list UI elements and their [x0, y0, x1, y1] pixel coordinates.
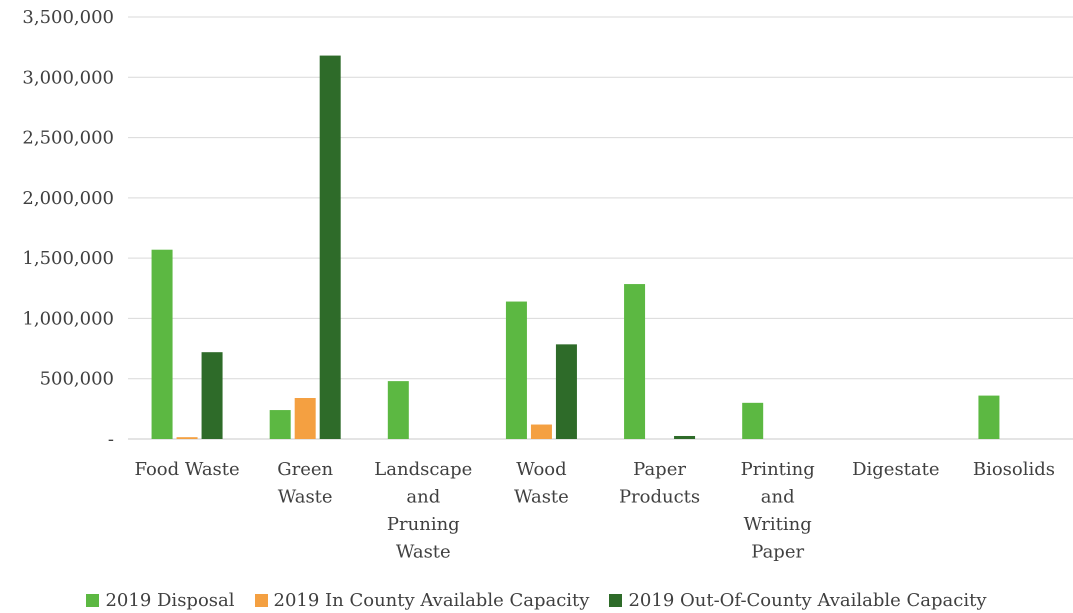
- legend-item: 2019 In County Available Capacity: [254, 589, 590, 611]
- x-tick-label: Landscape and Pruning Waste: [374, 459, 472, 563]
- y-tick-label: 1,500,000: [22, 248, 114, 269]
- legend-swatch: [609, 593, 623, 607]
- bar: [387, 381, 409, 439]
- y-axis: - 500,000 1,000,000 1,500,000 2,000,000 2,500…: [22, 7, 114, 450]
- legend-swatch: [254, 593, 268, 607]
- x-tick-label: Paper Products: [619, 459, 700, 508]
- bar: [530, 424, 552, 439]
- legend-label: 2019 Out-Of-County Available Capacity: [628, 589, 987, 611]
- bar: [151, 249, 173, 439]
- bars: [151, 55, 1000, 439]
- x-tick-label: Digestate: [852, 459, 939, 480]
- legend-label: 2019 Disposal: [105, 589, 235, 611]
- bar: [555, 344, 577, 439]
- bar: [978, 395, 1000, 439]
- y-tick-label: 500,000: [40, 369, 114, 390]
- x-axis: Food Waste Green Waste Landscape and Pruning W…: [134, 459, 1055, 563]
- legend: 2019 Disposal 2019 In County Available Ca…: [0, 588, 1073, 612]
- y-tick-label: 3,000,000: [22, 67, 114, 88]
- y-tick-label: 2,500,000: [22, 128, 114, 149]
- x-tick-label: Printing and Writing Paper: [741, 459, 815, 563]
- gridlines: [128, 16, 1073, 440]
- bar: [176, 437, 198, 439]
- legend-label: 2019 In County Available Capacity: [273, 589, 590, 611]
- bar: [294, 398, 316, 439]
- bar: [674, 435, 696, 439]
- x-tick-label: Green Waste: [277, 459, 333, 508]
- bar: [201, 352, 223, 439]
- bar: [742, 402, 764, 439]
- bar-chart: - 500,000 1,000,000 1,500,000 2,000,000 2,500…: [22, 7, 1073, 563]
- legend-item: 2019 Out-Of-County Available Capacity: [609, 589, 987, 611]
- x-tick-label: Wood Waste: [514, 459, 569, 508]
- legend-item: 2019 Disposal: [86, 589, 235, 611]
- bar: [624, 284, 646, 439]
- x-tick-label: Biosolids: [973, 459, 1055, 480]
- bar: [319, 55, 341, 439]
- y-tick-label: 1,000,000: [22, 308, 114, 329]
- legend-swatch: [86, 593, 100, 607]
- y-tick-label: 2,000,000: [22, 188, 114, 209]
- bar: [505, 301, 527, 439]
- bar: [269, 410, 291, 439]
- x-tick-label: Food Waste: [134, 459, 239, 480]
- y-tick-label: -: [108, 429, 114, 450]
- y-tick-label: 3,500,000: [22, 7, 114, 28]
